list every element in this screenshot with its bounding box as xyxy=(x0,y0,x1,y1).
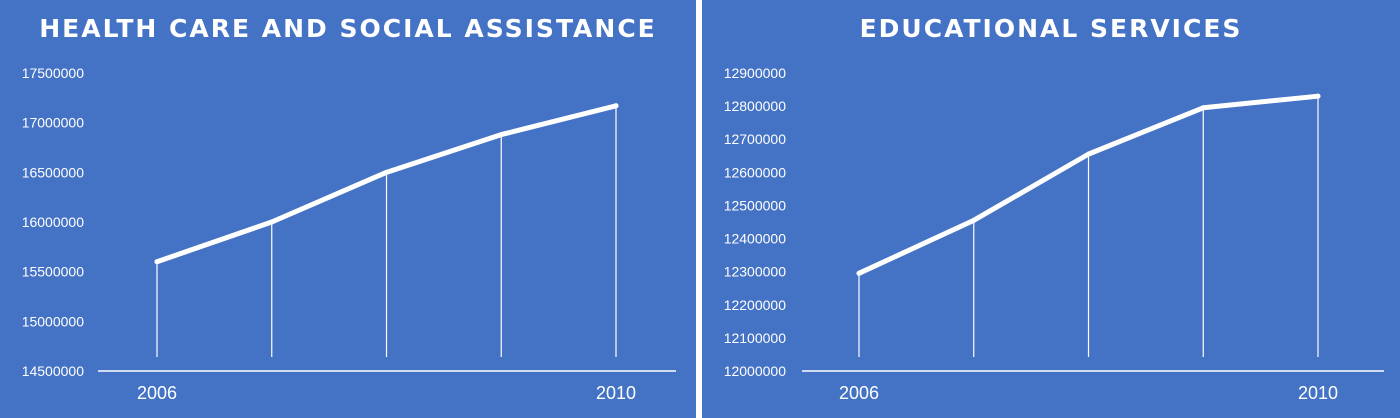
y-tick-label: 16000000 xyxy=(22,214,85,230)
y-tick-label: 17000000 xyxy=(22,115,85,131)
line-chart-health-care: 14500000 15000000 15500000 16000000 16500000… xyxy=(22,65,676,403)
y-tick-label: 12300000 xyxy=(724,264,787,280)
x-tick-label: 2010 xyxy=(1298,383,1338,403)
y-tick-label: 15000000 xyxy=(22,313,85,329)
y-tick-label: 15500000 xyxy=(22,264,85,280)
data-point xyxy=(1086,151,1091,157)
y-tick-label: 12000000 xyxy=(724,363,787,379)
y-tick-label: 12500000 xyxy=(724,197,787,213)
y-tick-label: 12600000 xyxy=(724,164,787,180)
data-point xyxy=(498,132,504,138)
data-point xyxy=(384,169,389,175)
line-chart-educational-services: 12000000 12100000 12200000 12300000 12400000… xyxy=(724,65,1384,403)
data-point xyxy=(856,270,862,276)
data-point xyxy=(613,103,619,109)
data-point xyxy=(971,217,977,223)
y-tick-label: 12700000 xyxy=(724,131,787,147)
data-point xyxy=(1200,105,1206,111)
y-tick-label: 12400000 xyxy=(724,231,787,247)
data-point xyxy=(1315,93,1321,99)
y-tick-label: 16500000 xyxy=(22,164,85,180)
chart-title: HEALTH CARE AND SOCIAL ASSISTANCE xyxy=(39,14,657,43)
y-tick-label: 17500000 xyxy=(22,65,85,81)
y-tick-label: 12900000 xyxy=(724,65,787,81)
y-tick-label: 12200000 xyxy=(724,297,787,313)
y-tick-label: 12800000 xyxy=(724,98,787,114)
x-tick-label: 2006 xyxy=(137,383,177,403)
chart-panel-health-care: HEALTH CARE AND SOCIAL ASSISTANCE 145000… xyxy=(0,0,696,418)
y-tick-label: 12100000 xyxy=(724,330,787,346)
x-tick-label: 2010 xyxy=(596,383,636,403)
chart-panel-educational-services: EDUCATIONAL SERVICES 12000000 12100000 122… xyxy=(702,0,1400,418)
chart-title: EDUCATIONAL SERVICES xyxy=(859,14,1243,43)
data-point xyxy=(269,219,275,225)
data-point xyxy=(154,259,160,265)
y-tick-label: 14500000 xyxy=(22,363,85,379)
x-tick-label: 2006 xyxy=(839,383,879,403)
